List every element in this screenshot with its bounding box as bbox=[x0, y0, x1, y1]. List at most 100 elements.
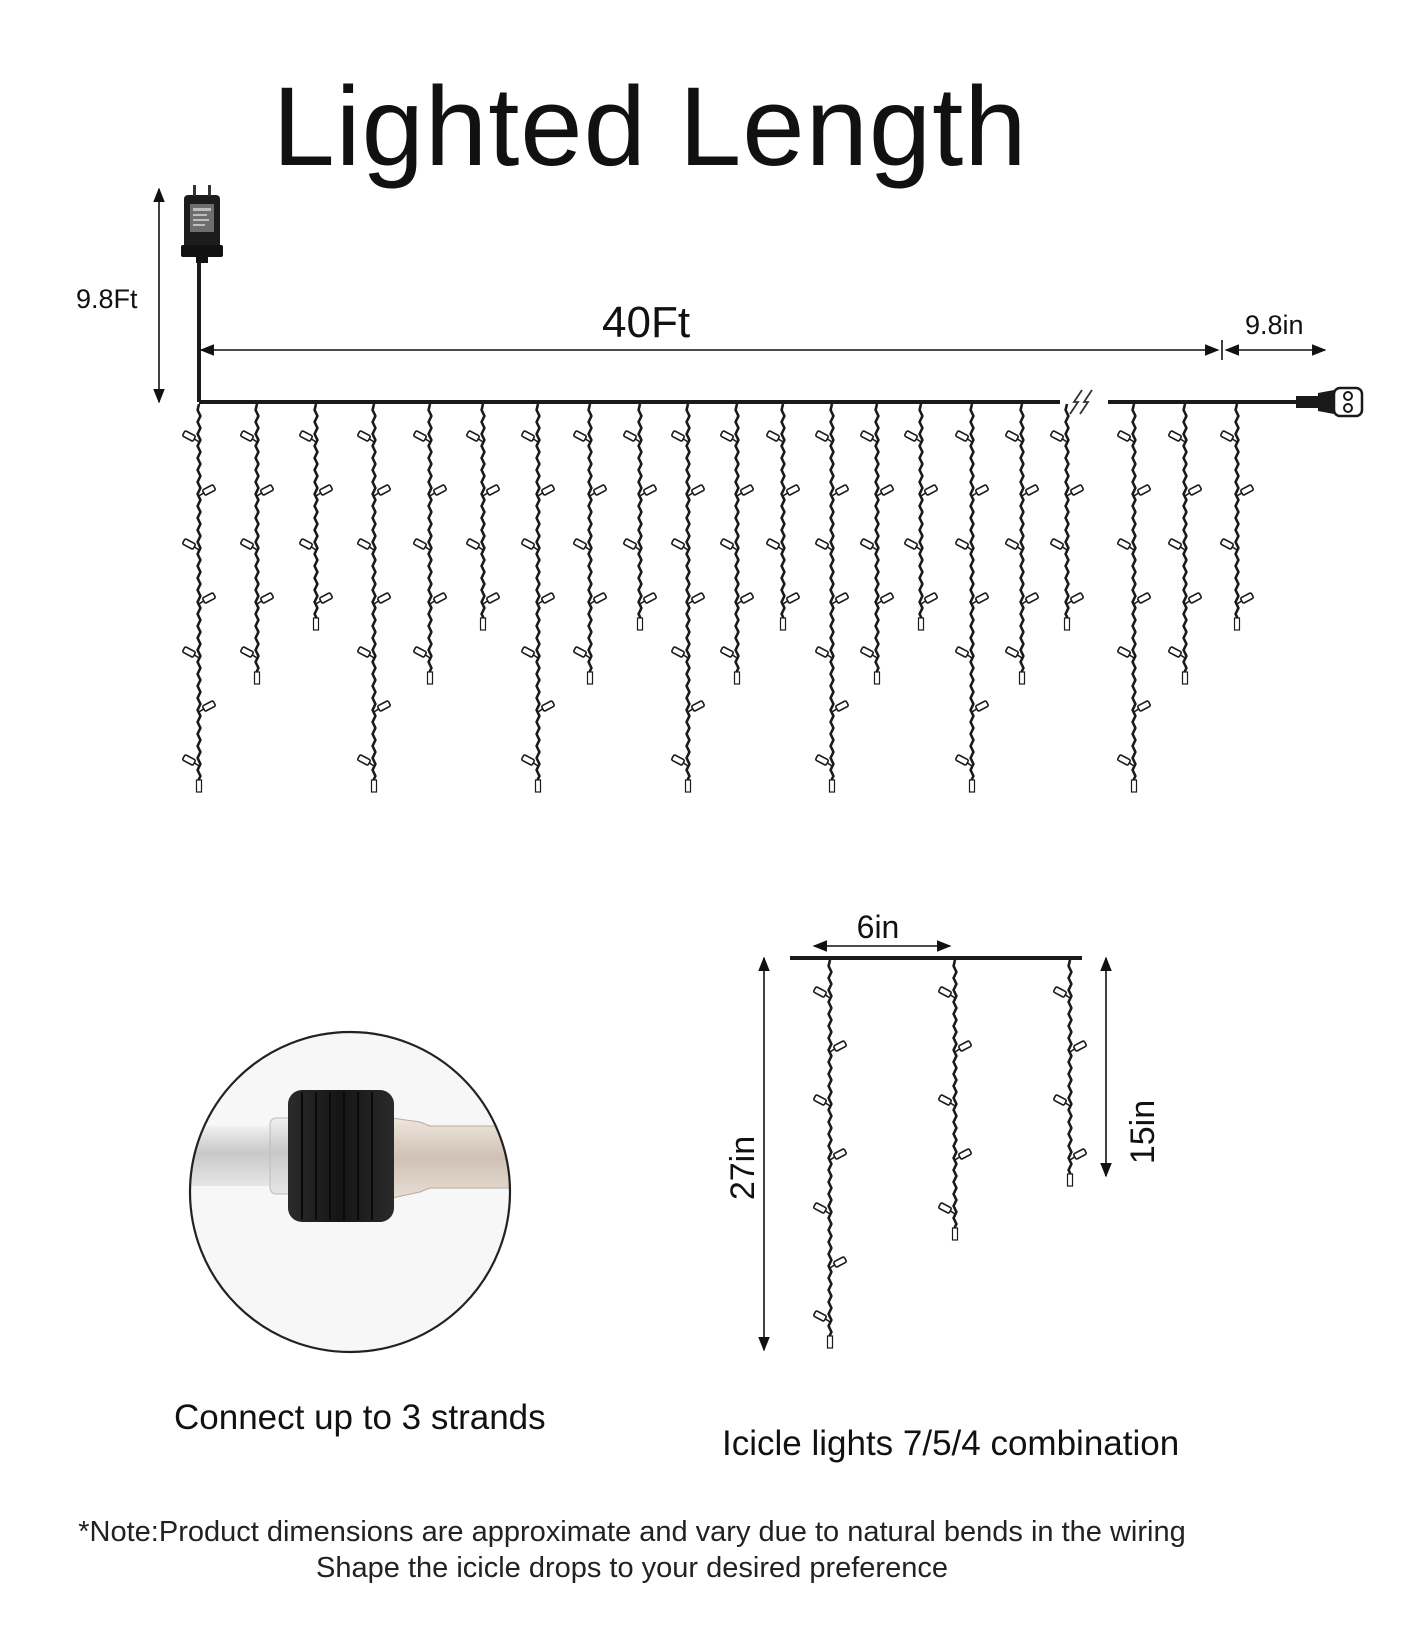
bulb bbox=[260, 592, 274, 604]
drop-end-cap bbox=[1018, 671, 1026, 685]
bulb bbox=[671, 646, 685, 658]
drop-end-cap bbox=[917, 617, 925, 631]
bulb bbox=[413, 538, 427, 550]
lead-wire-label: 9.8Ft bbox=[76, 284, 138, 314]
bulb bbox=[786, 592, 800, 604]
short-drop-label: 15in bbox=[1124, 1100, 1162, 1164]
bulb bbox=[955, 538, 969, 550]
bulb bbox=[202, 484, 216, 496]
bulb bbox=[813, 1202, 827, 1214]
end-wire-label: 9.8in bbox=[1245, 310, 1304, 340]
drop-end-cap bbox=[951, 1227, 959, 1241]
icicle-drop bbox=[240, 403, 274, 685]
bulb bbox=[1117, 646, 1131, 658]
icicle-drop bbox=[1005, 403, 1039, 685]
long-drop-label: 27in bbox=[724, 1136, 762, 1200]
bulb bbox=[815, 430, 829, 442]
bulb bbox=[521, 430, 535, 442]
bulb bbox=[1188, 484, 1202, 496]
bulb bbox=[924, 484, 938, 496]
bulb bbox=[833, 1256, 847, 1268]
bulb bbox=[182, 646, 196, 658]
bulb bbox=[1070, 484, 1084, 496]
drop-wire bbox=[1019, 403, 1025, 681]
bulb bbox=[433, 484, 447, 496]
drop-end-cap bbox=[1181, 671, 1189, 685]
bulb bbox=[860, 646, 874, 658]
bulb bbox=[299, 430, 313, 442]
icicle-drop bbox=[955, 403, 989, 793]
drop-wire bbox=[874, 403, 880, 681]
bulb bbox=[541, 484, 555, 496]
connector-caption: Connect up to 3 strands bbox=[174, 1398, 546, 1437]
bulb bbox=[671, 430, 685, 442]
drop-end-cap bbox=[873, 671, 881, 685]
bulb bbox=[1168, 646, 1182, 658]
drop-wire bbox=[734, 403, 740, 681]
drop-wire bbox=[371, 403, 377, 789]
drop-end-cap bbox=[312, 617, 320, 631]
bulb bbox=[1117, 430, 1131, 442]
bulb bbox=[1117, 538, 1131, 550]
note-line-2: Shape the icicle drops to your desired p… bbox=[316, 1552, 948, 1584]
bulb bbox=[975, 592, 989, 604]
bulb bbox=[202, 700, 216, 712]
bulb bbox=[813, 1094, 827, 1106]
icicle-drop bbox=[1168, 403, 1202, 685]
drop-wire bbox=[637, 403, 643, 627]
bulb bbox=[975, 484, 989, 496]
bulb bbox=[671, 754, 685, 766]
bulb bbox=[833, 1148, 847, 1160]
bulb bbox=[1220, 538, 1234, 550]
drop-wire bbox=[829, 403, 835, 789]
icicle-drop bbox=[182, 403, 216, 793]
bulb bbox=[1137, 700, 1151, 712]
icicle-drop bbox=[766, 403, 800, 631]
bulb bbox=[486, 592, 500, 604]
drop-wire bbox=[685, 403, 691, 789]
bulb bbox=[1005, 430, 1019, 442]
bulb bbox=[413, 430, 427, 442]
bulb bbox=[1168, 538, 1182, 550]
bulb bbox=[182, 430, 196, 442]
detail-icicle-drops bbox=[813, 959, 1087, 1349]
bulb bbox=[357, 430, 371, 442]
drop-wire bbox=[480, 403, 486, 627]
bulb bbox=[357, 754, 371, 766]
note-line-1: *Note:Product dimensions are approximate… bbox=[78, 1516, 1186, 1548]
bulb bbox=[521, 754, 535, 766]
icicle-drop bbox=[521, 403, 555, 793]
bulb bbox=[955, 754, 969, 766]
bulb bbox=[433, 592, 447, 604]
bulb bbox=[593, 592, 607, 604]
bulb bbox=[1220, 430, 1234, 442]
icicle-drop bbox=[299, 403, 333, 631]
bulb bbox=[740, 484, 754, 496]
drop-wire bbox=[1131, 403, 1137, 789]
drop-end-cap bbox=[733, 671, 741, 685]
bulb bbox=[521, 646, 535, 658]
bulb bbox=[521, 538, 535, 550]
bulb bbox=[182, 754, 196, 766]
bulb bbox=[377, 592, 391, 604]
bulb bbox=[1005, 538, 1019, 550]
connector-photo bbox=[188, 1030, 512, 1354]
bulb bbox=[319, 484, 333, 496]
drop-wire bbox=[827, 959, 833, 1345]
bulb bbox=[975, 700, 989, 712]
bulb bbox=[880, 484, 894, 496]
bulb bbox=[299, 538, 313, 550]
bulb bbox=[835, 484, 849, 496]
bulb bbox=[357, 646, 371, 658]
bulb bbox=[240, 538, 254, 550]
icicle-drop bbox=[815, 403, 849, 793]
bulb bbox=[623, 430, 637, 442]
bulb bbox=[1025, 592, 1039, 604]
bulb bbox=[1137, 592, 1151, 604]
bulb bbox=[1073, 1040, 1087, 1052]
bulb bbox=[541, 592, 555, 604]
bulb bbox=[1050, 538, 1064, 550]
bulb bbox=[357, 538, 371, 550]
bulb bbox=[740, 592, 754, 604]
bulb bbox=[835, 700, 849, 712]
